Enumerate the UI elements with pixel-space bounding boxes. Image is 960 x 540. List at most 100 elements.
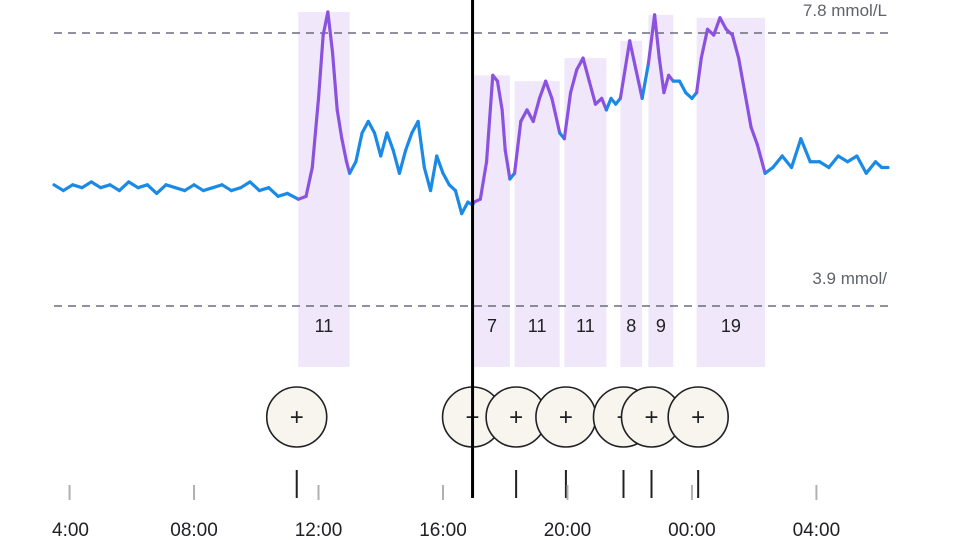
x-axis-tick-label: 08:00	[170, 520, 218, 540]
glucose-trace-layer	[52, 10, 890, 216]
glucose-trace-segment	[737, 56, 747, 95]
x-axis-tick-label: 20:00	[544, 520, 592, 540]
add-meal-button[interactable]: +	[620, 386, 683, 448]
glucose-trace-segment	[587, 79, 598, 106]
glucose-trace-segment	[562, 91, 573, 141]
add-meal-button[interactable]: +	[265, 386, 328, 448]
glucose-trace-segment	[304, 165, 314, 198]
glucose-trace-segment	[379, 131, 389, 158]
glucose-trace-segment	[201, 186, 215, 193]
glucose-trace-segment	[192, 183, 205, 193]
glucose-trace-segment	[662, 73, 671, 95]
glucose-trace-segment	[164, 183, 177, 190]
plus-icon: +	[509, 404, 523, 431]
glucose-trace-segment	[817, 160, 831, 170]
glucose-trace-segment	[52, 183, 65, 193]
glucose-trace-segment	[537, 79, 548, 101]
carb-amount-label: 11	[528, 316, 547, 336]
glucose-trace-segment	[749, 125, 759, 147]
carb-amount-label: 11	[576, 316, 595, 336]
glucose-trace-segment	[628, 39, 638, 72]
glucose-trace-segment	[836, 154, 850, 164]
glucose-trace-segment	[845, 154, 859, 164]
glucose-trace-segment	[422, 165, 433, 193]
glucose-trace-segment	[519, 108, 529, 124]
glucose-trace-segment	[239, 180, 252, 190]
add-meal-button[interactable]: +	[535, 386, 597, 448]
glucose-trace-segment	[229, 186, 243, 193]
reference-line-label: 3.9 mmol/	[812, 269, 887, 288]
glucose-trace-segment	[211, 183, 224, 190]
meal-window-band	[564, 58, 607, 368]
glucose-trace-segment	[326, 10, 335, 54]
glucose-trace-segment	[310, 96, 321, 170]
carb-amount-label: 8	[626, 316, 636, 336]
add-meal-circle[interactable]	[667, 386, 729, 448]
glucose-trace-segment	[385, 131, 395, 152]
glucose-trace-segment	[544, 79, 554, 101]
glucose-trace-segment	[755, 142, 767, 175]
glucose-trace-segment	[864, 160, 878, 175]
glucose-trace-segment	[61, 183, 75, 193]
glucose-trace-segment	[771, 154, 784, 170]
glucose-trace-segment	[127, 180, 140, 190]
glucose-trace-segment	[257, 186, 271, 193]
glucose-trace-segment	[267, 186, 280, 198]
carb-amount-label: 7	[487, 316, 497, 336]
glucose-trace-segment	[478, 160, 489, 201]
plus-icon: +	[290, 404, 304, 431]
glucose-trace-segment	[391, 148, 402, 175]
glucose-trace-segment	[500, 108, 507, 152]
carb-amount-label: 11	[315, 316, 334, 336]
glucose-trace-segment	[145, 183, 159, 196]
glucose-trace-segment	[372, 131, 383, 158]
glucose-trace-segment	[581, 56, 591, 83]
x-axis-tick-label: 12:00	[295, 520, 343, 540]
x-axis-tick-label: 00:00	[668, 520, 716, 540]
glucose-trace-segment	[503, 148, 512, 181]
glucose-trace-segment	[397, 148, 408, 175]
glucose-trace-segment	[653, 13, 661, 60]
meal-markers-layer[interactable]: +++++++	[265, 386, 729, 448]
add-meal-circle[interactable]	[265, 386, 328, 448]
glucose-trace-segment	[428, 154, 439, 193]
add-meal-button[interactable]: +	[485, 386, 547, 448]
meal-window-band	[514, 81, 560, 368]
glucose-trace-segment	[285, 191, 300, 201]
glucose-trace-segment	[330, 50, 339, 112]
glucose-trace-segment	[657, 56, 666, 95]
glucose-trace-segment	[512, 119, 523, 175]
glucose-trace-segment	[441, 171, 451, 187]
x-axis-tick-label: 16:00	[419, 520, 467, 540]
glucose-trace-segment	[340, 137, 349, 164]
glucose-trace-segment	[416, 119, 426, 170]
glucose-trace-segment	[550, 96, 562, 135]
glucose-trace-segment	[316, 33, 325, 101]
glucose-trace-segment	[531, 96, 542, 124]
glucose-trace-segment	[71, 183, 84, 190]
glucose-trace-segment	[634, 67, 644, 101]
x-axis-tick-label: 04:00	[793, 520, 841, 540]
x-axis-tick-label: 4:00	[52, 520, 89, 540]
glucose-trace-segment	[276, 191, 289, 198]
plus-icon: +	[644, 404, 658, 431]
time-axis-layer: 4:00 08:00 12:00 16:00 20:00 00:00 04:00	[52, 470, 840, 540]
glucose-trace-segment	[183, 183, 196, 193]
glucose-trace-segment	[640, 62, 650, 101]
carb-labels-layer: 11 7 11 11 8 9 19	[315, 316, 741, 336]
carb-amount-label: 19	[721, 316, 741, 336]
glucose-trace-segment	[618, 67, 627, 101]
glucose-trace-segment	[173, 186, 187, 193]
glucose-trace-segment	[712, 16, 722, 37]
glucose-trace-segment	[718, 16, 728, 31]
glucose-trace-segment	[354, 131, 364, 164]
glucose-trace-segment	[220, 183, 233, 193]
add-meal-button[interactable]: +	[667, 386, 729, 448]
glucose-trace-segment	[453, 188, 464, 216]
meal-windows-layer	[298, 12, 766, 368]
glucose-trace-segment	[335, 108, 344, 141]
meal-window-band	[696, 17, 766, 367]
glucose-trace-segment	[699, 27, 710, 60]
glucose-trace-segment	[646, 13, 657, 66]
